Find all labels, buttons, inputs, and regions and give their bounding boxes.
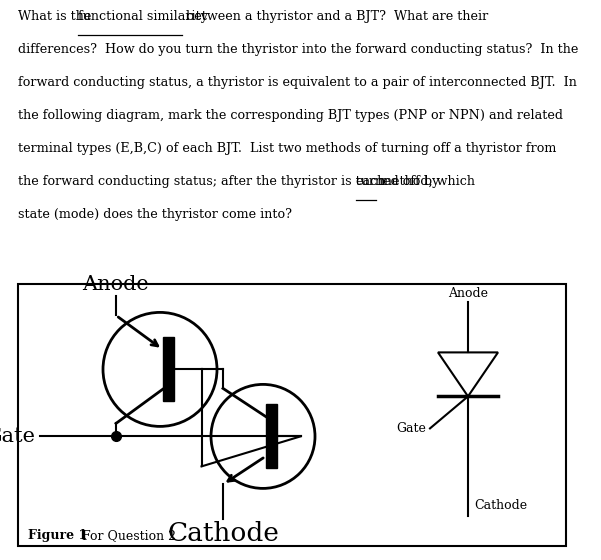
- Text: For Question 2: For Question 2: [82, 529, 176, 543]
- Text: What is the: What is the: [18, 10, 96, 23]
- Text: Anode: Anode: [448, 287, 488, 300]
- Text: forward conducting status, a thyristor is equivalent to a pair of interconnected: forward conducting status, a thyristor i…: [18, 76, 577, 89]
- Text: Anode: Anode: [82, 276, 150, 295]
- Text: Gate: Gate: [396, 422, 426, 435]
- Text: state (mode) does the thyristor come into?: state (mode) does the thyristor come int…: [18, 208, 292, 221]
- Text: terminal types (E,B,C) of each BJT.  List two methods of turning off a thyristor: terminal types (E,B,C) of each BJT. List…: [18, 142, 557, 155]
- Text: Gate: Gate: [0, 427, 36, 446]
- Text: Figure 1: Figure 1: [28, 529, 87, 543]
- Text: Cathode: Cathode: [167, 521, 279, 547]
- Text: each: each: [356, 175, 386, 188]
- Text: between a thyristor and a BJT?  What are their: between a thyristor and a BJT? What are …: [182, 10, 488, 23]
- Text: differences?  How do you turn the thyristor into the forward conducting status? : differences? How do you turn the thyrist…: [18, 43, 578, 56]
- Bar: [266, 404, 276, 468]
- Bar: [162, 337, 174, 402]
- Text: the following diagram, mark the corresponding BJT types (PNP or NPN) and related: the following diagram, mark the correspo…: [18, 109, 563, 122]
- Text: Cathode: Cathode: [474, 500, 527, 512]
- Text: method, which: method, which: [376, 175, 475, 188]
- Text: the forward conducting status; after the thyristor is turned off by: the forward conducting status; after the…: [18, 175, 444, 188]
- Text: functional similarity: functional similarity: [78, 10, 207, 23]
